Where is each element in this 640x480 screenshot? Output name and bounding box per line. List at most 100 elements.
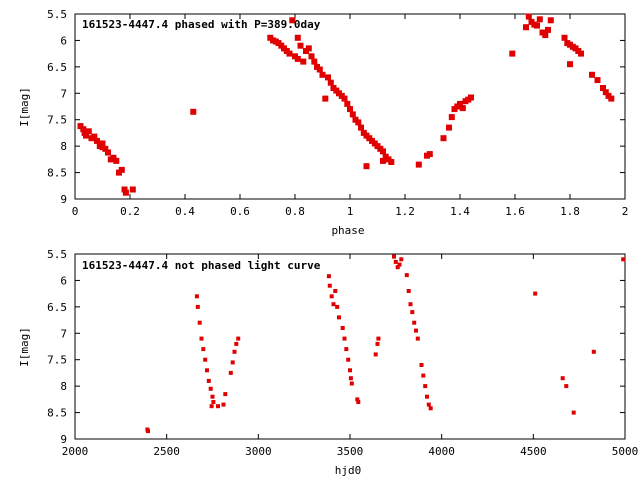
data-point [337, 315, 341, 320]
data-point [347, 106, 353, 113]
data-point [547, 17, 554, 24]
data-point [355, 119, 362, 126]
data-point [228, 370, 233, 375]
y-axis-label: I[mag] [18, 87, 31, 127]
data-point [329, 294, 334, 299]
data-point [99, 140, 106, 147]
data-point [102, 145, 109, 152]
y-tick-label: 6 [60, 34, 67, 47]
data-point [209, 404, 214, 409]
x-tick-label: 3500 [337, 445, 364, 458]
data-point [146, 429, 150, 434]
data-point [578, 50, 584, 57]
x-axis-label: phase [331, 224, 364, 237]
x-tick-label: 1 [347, 205, 354, 218]
data-points [145, 254, 626, 434]
data-point [230, 360, 235, 365]
data-point [346, 357, 351, 362]
data-point [319, 71, 326, 78]
data-point [448, 114, 455, 121]
data-point [509, 50, 516, 57]
data-point [206, 378, 211, 383]
data-point [289, 17, 296, 24]
data-point [344, 100, 351, 107]
data-point [80, 126, 87, 133]
y-tick-label: 6.5 [47, 301, 67, 314]
x-tick-label: 0.4 [175, 205, 195, 218]
data-point [564, 384, 569, 389]
data-point [545, 26, 551, 33]
data-point [423, 384, 428, 389]
data-point [327, 79, 334, 86]
data-point [344, 347, 349, 352]
data-point [425, 394, 429, 399]
data-point [118, 166, 125, 173]
data-point [358, 124, 364, 131]
data-point [395, 265, 400, 270]
data-point [560, 376, 565, 381]
data-point [85, 128, 92, 135]
data-point [375, 341, 380, 346]
data-point [129, 186, 136, 193]
data-point [308, 53, 315, 60]
data-point [105, 149, 111, 156]
data-point [294, 34, 301, 41]
x-tick-label: 0.8 [285, 205, 305, 218]
data-point [392, 254, 396, 259]
data-point [297, 42, 304, 49]
data-point [594, 77, 601, 84]
data-point [325, 74, 331, 81]
data-point [621, 257, 626, 262]
data-point [322, 95, 329, 102]
data-point [608, 95, 615, 102]
y-tick-label: 6.5 [47, 61, 67, 74]
data-point [468, 94, 474, 101]
data-points [77, 13, 615, 196]
data-point [342, 336, 347, 341]
data-point [408, 302, 413, 307]
data-point [414, 328, 418, 333]
x-tick-label: 1.6 [505, 205, 525, 218]
data-point [94, 137, 100, 144]
x-tick-labels: 2000 2500 3000 3500 4000 4500 5000 [62, 445, 639, 458]
data-point [110, 154, 117, 161]
y-tick-label: 5.5 [47, 8, 67, 21]
data-point [326, 274, 331, 279]
x-tick-label: 0.6 [230, 205, 250, 218]
x-tick-label: 2500 [153, 445, 180, 458]
data-point [533, 291, 538, 296]
y-tick-label: 7 [60, 327, 67, 340]
data-point [311, 58, 318, 65]
data-point [388, 159, 395, 165]
data-point [589, 71, 595, 78]
data-point [77, 123, 84, 130]
x-tick-label: 1.2 [395, 205, 415, 218]
x-tick-label: 0.2 [120, 205, 140, 218]
data-point [216, 404, 220, 409]
y-tick-label: 7 [60, 87, 67, 100]
data-point [221, 402, 226, 407]
data-point [113, 157, 120, 164]
x-tick-label: 5000 [612, 445, 639, 458]
data-point [327, 283, 332, 288]
x-axis-label: hjd0 [335, 464, 362, 477]
data-point [300, 58, 307, 65]
data-point [536, 16, 543, 23]
data-point [602, 89, 609, 96]
y-tick-labels: 5.5 6 6.5 7 7.5 8 8.5 9 [47, 8, 67, 206]
data-point [83, 132, 89, 139]
data-point [205, 368, 209, 373]
data-point [335, 304, 340, 309]
data-point [567, 61, 573, 68]
data-point [211, 400, 216, 404]
data-point [419, 363, 424, 367]
y-tick-label: 5.5 [47, 248, 67, 261]
data-point [122, 189, 129, 196]
data-point [561, 34, 568, 41]
data-point [349, 111, 356, 118]
unphased-light-curve-panel: 2000 2500 3000 3500 4000 4500 5000 5.5 6 6.5 7 7.5… [18, 248, 638, 477]
data-point [399, 257, 404, 262]
y-axis-label: I[mag] [18, 327, 31, 367]
x-tick-label: 3000 [245, 445, 272, 458]
data-point [542, 32, 549, 39]
